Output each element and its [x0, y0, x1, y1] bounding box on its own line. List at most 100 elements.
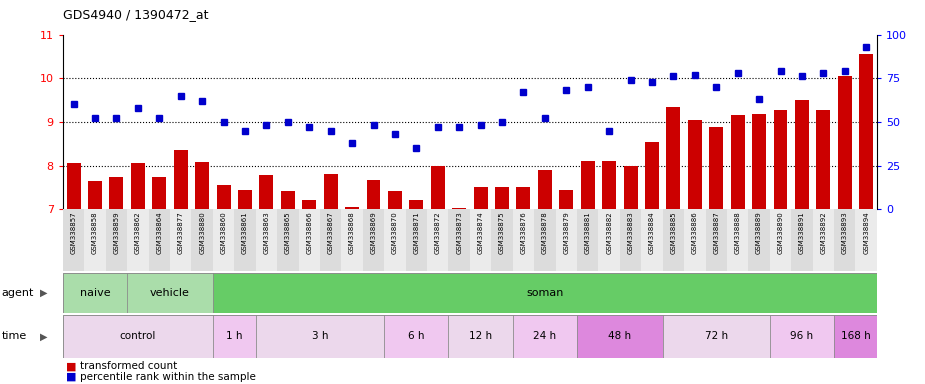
Bar	[109, 177, 123, 209]
Text: soman: soman	[526, 288, 563, 298]
Text: GSM338890: GSM338890	[778, 211, 783, 254]
Text: 48 h: 48 h	[609, 331, 632, 341]
Text: GSM338888: GSM338888	[734, 211, 741, 254]
Text: GSM338857: GSM338857	[70, 211, 77, 254]
Text: ■: ■	[66, 361, 76, 371]
Bar	[345, 207, 359, 209]
Text: GSM338866: GSM338866	[306, 211, 313, 254]
Text: 24 h: 24 h	[534, 331, 557, 341]
Text: GSM338892: GSM338892	[820, 211, 826, 254]
Text: GSM338873: GSM338873	[456, 211, 462, 254]
Bar	[534, 209, 556, 271]
Bar	[427, 209, 449, 271]
Text: GSM338870: GSM338870	[392, 211, 398, 254]
Text: agent: agent	[2, 288, 34, 298]
Bar	[474, 187, 487, 209]
Bar	[577, 209, 598, 271]
Bar	[727, 209, 748, 271]
Bar	[363, 209, 384, 271]
Bar	[641, 209, 662, 271]
Text: percentile rank within the sample: percentile rank within the sample	[80, 372, 255, 382]
Bar	[63, 315, 213, 358]
Bar	[731, 115, 745, 209]
Bar	[770, 315, 834, 358]
Text: GSM338891: GSM338891	[799, 211, 805, 254]
Text: GSM338877: GSM338877	[178, 211, 184, 254]
Bar	[495, 187, 509, 209]
Bar	[216, 185, 230, 209]
Text: GSM338893: GSM338893	[842, 211, 848, 254]
Text: GSM338876: GSM338876	[521, 211, 526, 254]
Text: 168 h: 168 h	[841, 331, 870, 341]
Bar	[770, 209, 791, 271]
Bar	[213, 273, 877, 313]
Bar	[688, 120, 702, 209]
Text: GSM338867: GSM338867	[327, 211, 334, 254]
Bar	[153, 177, 166, 209]
Bar	[560, 190, 574, 209]
Text: GSM338863: GSM338863	[264, 211, 269, 254]
Bar	[67, 164, 80, 209]
Bar	[149, 209, 170, 271]
Text: 72 h: 72 h	[705, 331, 728, 341]
Text: GSM338879: GSM338879	[563, 211, 569, 254]
Bar	[213, 315, 255, 358]
Text: GSM338874: GSM338874	[477, 211, 484, 254]
Bar	[684, 209, 706, 271]
Text: GSM338875: GSM338875	[499, 211, 505, 254]
Bar	[773, 110, 787, 209]
Text: GSM338878: GSM338878	[542, 211, 548, 254]
Bar	[255, 315, 384, 358]
Text: GSM338858: GSM338858	[92, 211, 98, 254]
Bar	[255, 209, 278, 271]
Bar	[602, 161, 616, 209]
Bar	[63, 273, 127, 313]
Bar	[174, 150, 188, 209]
Bar	[366, 180, 380, 209]
Bar	[491, 209, 512, 271]
Bar	[512, 209, 534, 271]
Bar	[406, 209, 427, 271]
Bar	[598, 209, 620, 271]
Bar	[666, 107, 681, 209]
Bar	[709, 127, 723, 209]
Text: 96 h: 96 h	[790, 331, 813, 341]
Text: GSM338887: GSM338887	[713, 211, 720, 254]
Text: ▶: ▶	[40, 288, 47, 298]
Bar	[191, 209, 213, 271]
Bar	[281, 191, 295, 209]
Bar	[213, 209, 234, 271]
Bar	[127, 273, 213, 313]
Text: transformed count: transformed count	[80, 361, 177, 371]
Text: GSM338880: GSM338880	[199, 211, 205, 254]
Bar	[556, 209, 577, 271]
Text: GSM338882: GSM338882	[606, 211, 612, 254]
Bar	[470, 209, 491, 271]
Text: GSM338885: GSM338885	[671, 211, 676, 254]
Bar	[278, 209, 299, 271]
Bar	[195, 162, 209, 209]
Bar	[817, 110, 831, 209]
Bar	[84, 209, 105, 271]
Text: GSM338881: GSM338881	[585, 211, 591, 254]
Text: control: control	[119, 331, 156, 341]
Bar	[431, 167, 445, 209]
Bar	[813, 209, 834, 271]
Bar	[63, 209, 84, 271]
Text: ■: ■	[66, 372, 76, 382]
Text: GSM338860: GSM338860	[220, 211, 227, 254]
Bar	[834, 209, 856, 271]
Bar	[748, 209, 770, 271]
Text: GSM338862: GSM338862	[135, 211, 141, 254]
Text: GSM338869: GSM338869	[371, 211, 376, 254]
Text: GSM338872: GSM338872	[435, 211, 441, 254]
Text: naive: naive	[80, 288, 110, 298]
Text: GSM338883: GSM338883	[627, 211, 634, 254]
Bar	[623, 167, 637, 209]
Bar	[795, 100, 808, 209]
Bar	[170, 209, 191, 271]
Text: GSM338894: GSM338894	[863, 211, 870, 254]
Text: 3 h: 3 h	[312, 331, 328, 341]
Bar	[645, 142, 659, 209]
Bar	[388, 191, 401, 209]
